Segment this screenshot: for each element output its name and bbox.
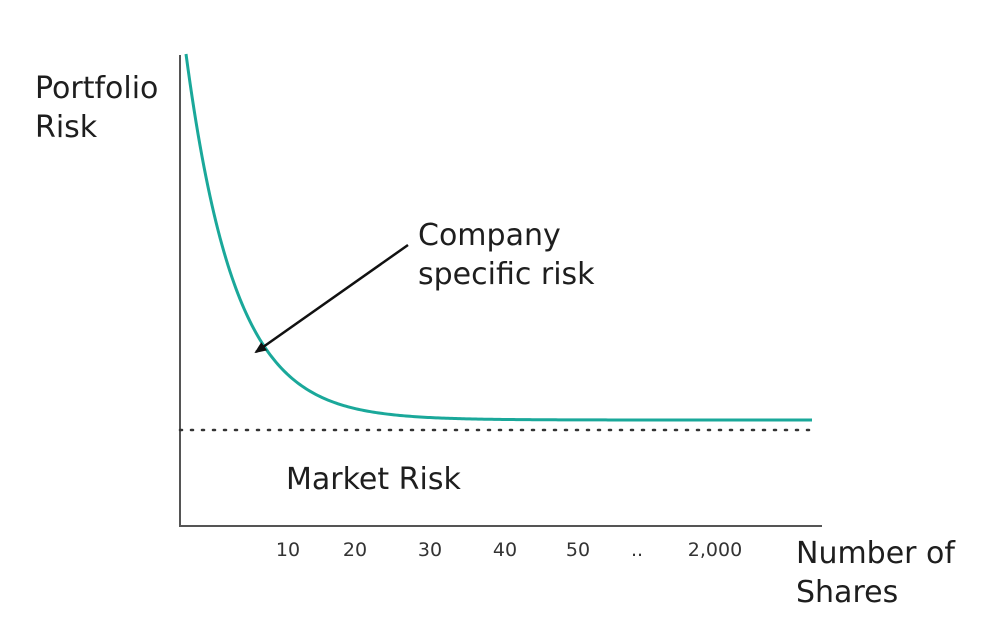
x-tick-label: 10: [276, 539, 300, 561]
y-axis-label-line2: Risk: [35, 110, 98, 145]
company-risk-arrow: [254, 243, 409, 354]
x-tick-label: ..: [631, 539, 643, 561]
annotation-line2: specific risk: [418, 257, 595, 292]
market-risk-label: Market Risk: [286, 462, 461, 497]
x-tick-label: 40: [493, 539, 517, 561]
x-tick-label: 30: [418, 539, 442, 561]
x-tick-label: 50: [566, 539, 590, 561]
x-tick-label: 20: [343, 539, 367, 561]
portfolio-risk-curve: [184, 53, 812, 422]
annotation-line1: Company: [418, 218, 561, 253]
y-axis-label-line1: Portfolio: [35, 71, 158, 106]
x-tick-label: 2,000: [688, 539, 742, 561]
x-axis-label-line1: Number of: [796, 536, 956, 571]
x-axis-label-line2: Shares: [796, 575, 898, 610]
